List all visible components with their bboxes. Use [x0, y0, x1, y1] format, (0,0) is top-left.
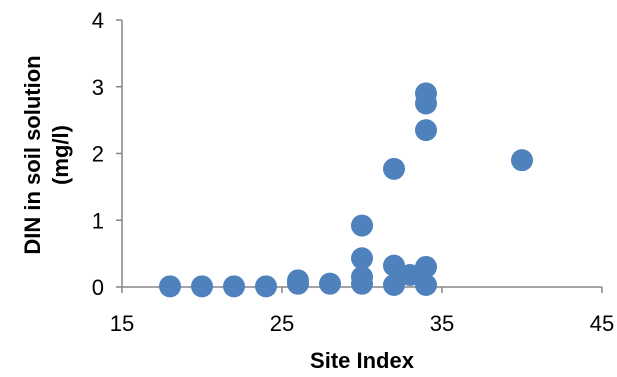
y-tick-label: 3: [92, 75, 104, 100]
data-point: [351, 247, 373, 270]
x-tick-label: 45: [590, 311, 614, 336]
y-axis-title-group: DIN in soil solution (mg/l): [20, 55, 73, 254]
data-point: [415, 119, 437, 142]
y-axis-title-line-1: DIN in soil solution: [20, 55, 45, 254]
data-point: [415, 255, 437, 278]
x-ticks: 15 25 35 45: [110, 287, 614, 336]
data-point: [255, 275, 277, 298]
data-point: [159, 275, 181, 298]
y-tick-label: 0: [92, 275, 104, 300]
y-tick-label: 2: [92, 142, 104, 167]
data-point: [223, 275, 245, 298]
data-point: [511, 149, 533, 172]
x-tick-label: 25: [270, 311, 294, 336]
data-point: [383, 157, 405, 180]
data-point: [287, 269, 309, 292]
x-axis-title: Site Index: [310, 348, 415, 373]
data-point: [351, 214, 373, 237]
y-axis-title-line-2: (mg/l): [48, 125, 73, 185]
data-point: [383, 254, 405, 277]
data-point: [191, 275, 213, 298]
y-ticks: 0 1 2 3 4: [92, 8, 122, 300]
data-points: [159, 82, 533, 298]
y-tick-label: 1: [92, 208, 104, 233]
data-point: [415, 82, 437, 105]
data-point: [351, 265, 373, 288]
data-point: [319, 272, 341, 295]
y-tick-label: 4: [92, 8, 104, 33]
x-tick-label: 35: [430, 311, 454, 336]
data-point: [383, 273, 405, 296]
x-tick-label: 15: [110, 311, 134, 336]
data-point: [415, 273, 437, 296]
